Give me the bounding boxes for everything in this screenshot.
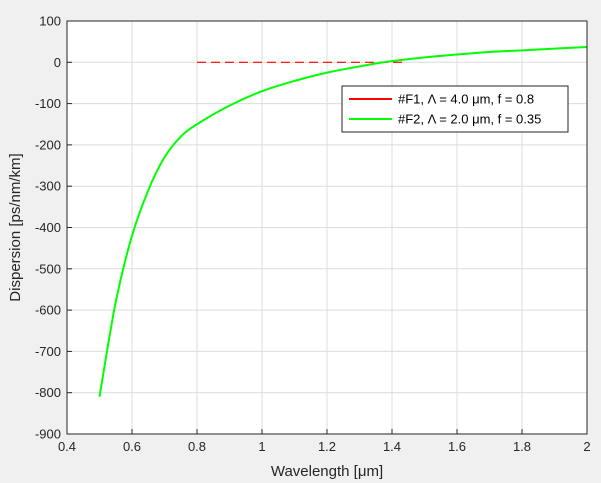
y-tick-label: 100 bbox=[39, 14, 61, 29]
legend-box bbox=[341, 85, 569, 133]
y-tick-label: 0 bbox=[54, 55, 61, 70]
x-tick-label: 1 bbox=[258, 439, 265, 454]
y-tick-label: -300 bbox=[35, 179, 61, 194]
legend-label-2: #F2, Λ = 2.0 μm, f = 0.35 bbox=[398, 112, 541, 127]
x-tick-label: 0.8 bbox=[188, 439, 206, 454]
legend: #F1, Λ = 4.0 μm, f = 0.8 #F2, Λ = 2.0 μm,… bbox=[341, 85, 569, 133]
x-tick-label: 0.6 bbox=[123, 439, 141, 454]
series-layer bbox=[98, 46, 588, 397]
x-tick-label: 1.8 bbox=[513, 439, 531, 454]
y-tick-label: -100 bbox=[35, 96, 61, 111]
plot-frame bbox=[66, 20, 588, 435]
x-tick-label: 2 bbox=[583, 439, 590, 454]
x-tick-label: 1.2 bbox=[318, 439, 336, 454]
legend-label-1: #F1, Λ = 4.0 μm, f = 0.8 bbox=[398, 92, 534, 107]
y-axis-label: Dispersion [ps/nm/km] bbox=[7, 153, 24, 301]
y-tick-label: -500 bbox=[35, 261, 61, 276]
y-tick-label: -400 bbox=[35, 220, 61, 235]
y-tick-labels: 100 0 -100 -200 -300 -400 -500 -600 -700 -800 -900 bbox=[35, 14, 61, 442]
y-tick-label: -700 bbox=[35, 344, 61, 359]
x-tick-labels: 0.4 0.6 0.8 1 1.2 1.4 1.6 1.8 2 bbox=[58, 439, 591, 454]
series-line-2 bbox=[98, 46, 588, 397]
y-tick-label: -900 bbox=[35, 427, 61, 442]
x-axis-label: Wavelength [μm] bbox=[271, 463, 383, 480]
x-tick-label: 1.6 bbox=[448, 439, 466, 454]
x-tick-label: 0.4 bbox=[58, 439, 76, 454]
y-tick-label: -600 bbox=[35, 303, 61, 318]
y-tick-label: -800 bbox=[35, 385, 61, 400]
y-tick-label: -200 bbox=[35, 137, 61, 152]
x-tick-label: 1.4 bbox=[383, 439, 401, 454]
